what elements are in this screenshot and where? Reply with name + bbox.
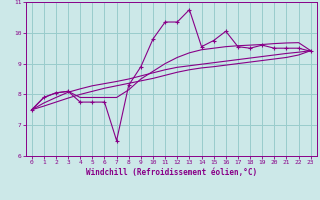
X-axis label: Windchill (Refroidissement éolien,°C): Windchill (Refroidissement éolien,°C) [86, 168, 257, 177]
